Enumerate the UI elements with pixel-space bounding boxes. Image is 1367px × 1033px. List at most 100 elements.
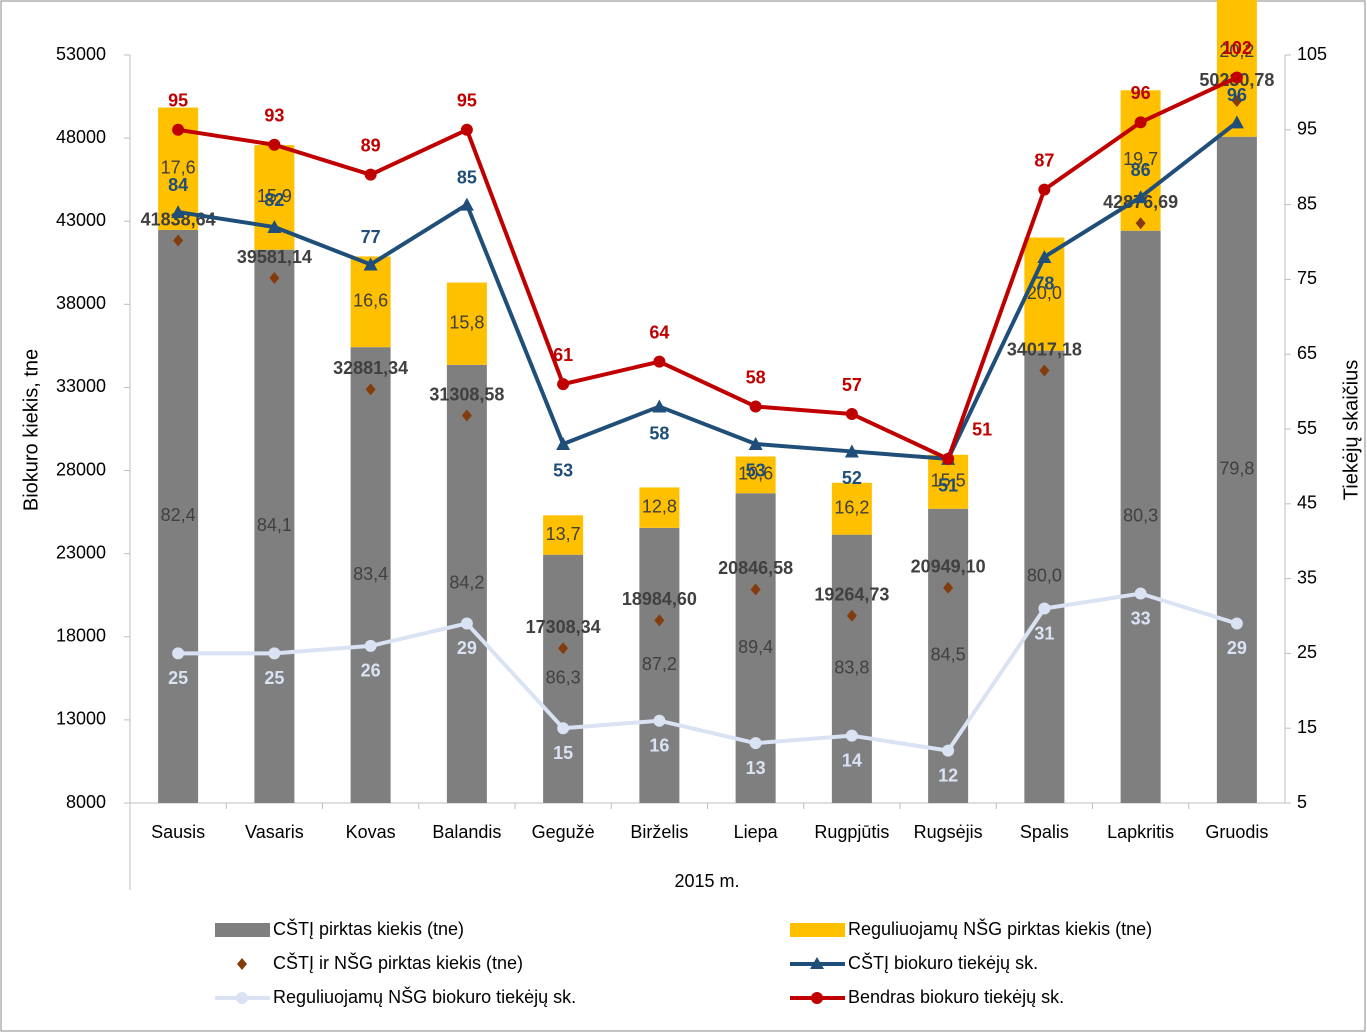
y2-tick-label: 85: [1297, 193, 1317, 213]
point: [267, 220, 282, 234]
bar-segment: [1120, 230, 1161, 803]
value-label: 51: [972, 420, 992, 440]
total-label: 34017,18: [1007, 339, 1082, 359]
point: [653, 355, 666, 368]
percent-label: 15,5: [931, 471, 966, 491]
x-tick-label: Gruodis: [1205, 822, 1268, 842]
percent-label: 80,3: [1123, 506, 1158, 526]
percent-label: 82,4: [161, 505, 196, 525]
y2-tick-label: 95: [1297, 119, 1317, 139]
point: [268, 138, 281, 151]
point: [654, 614, 665, 627]
y2-tick-label: 105: [1297, 44, 1327, 64]
point: [1038, 183, 1051, 196]
point: [1039, 364, 1050, 377]
point: [461, 409, 472, 422]
point: [749, 400, 762, 413]
bar-segment: [735, 456, 776, 494]
value-label: 57: [842, 375, 862, 395]
point: [1134, 587, 1147, 600]
value-label: 25: [168, 668, 188, 688]
value-label: 52: [842, 468, 862, 488]
x-tick-label: Spalis: [1020, 822, 1069, 842]
x-tick-label: Rugpjūtis: [814, 822, 889, 842]
total-label: 39581,14: [237, 247, 312, 267]
legend-label: CŠTĮ ir NŠG pirktas kiekis (tne): [273, 952, 523, 973]
point: [172, 123, 185, 136]
point: [459, 197, 474, 211]
point: [1135, 217, 1146, 230]
value-label: 95: [168, 91, 188, 111]
point: [173, 234, 184, 247]
bar-segment: [350, 256, 391, 348]
y-axis-title: Biokuro kiekis, tne: [20, 349, 42, 511]
legend-label: Reguliuojamų NŠG biokuro tiekėjų sk.: [273, 986, 576, 1007]
value-label: 84: [168, 175, 188, 195]
point: [1134, 116, 1147, 129]
legend-marker: [237, 958, 247, 970]
line: [177, 120, 1239, 461]
value-label: 15: [553, 743, 573, 763]
percent-label: 15,8: [449, 312, 484, 332]
point: [942, 452, 955, 465]
point: [845, 729, 858, 742]
bar-segment: [446, 364, 487, 803]
percent-label: 79,8: [1219, 459, 1254, 479]
point: [748, 436, 763, 450]
point: [1230, 617, 1243, 630]
y-tick-label: 18000: [56, 626, 106, 646]
percent-label: 19,7: [1123, 149, 1158, 169]
point: [1038, 602, 1051, 615]
y2-axis-title: Tiekėjų skaičius: [1340, 360, 1362, 500]
total-label: 17308,34: [526, 617, 601, 637]
y-tick-label: 28000: [56, 459, 106, 479]
point: [268, 647, 281, 660]
value-label: 77: [361, 227, 381, 247]
bar-segment: [735, 493, 776, 803]
value-label: 16: [649, 735, 669, 755]
bar-segment: [639, 527, 680, 803]
percent-label: 10,6: [738, 464, 773, 484]
point: [1037, 249, 1052, 263]
legend-label: CŠTĮ pirktas kiekis (tne): [273, 918, 464, 939]
point: [460, 617, 473, 630]
value-label: 29: [457, 638, 477, 658]
y-tick-label: 43000: [56, 210, 106, 230]
point: [943, 581, 954, 594]
point: [364, 168, 377, 181]
legend-swatch: [790, 923, 845, 937]
percent-label: 84,2: [449, 573, 484, 593]
bar-segment: [831, 482, 872, 535]
y-tick-label: 13000: [56, 709, 106, 729]
x-tick-label: Vasaris: [245, 822, 304, 842]
bar-segment: [1216, 136, 1257, 803]
value-label: 82: [264, 190, 284, 210]
y-tick-label: 23000: [56, 542, 106, 562]
percent-label: 87,2: [642, 654, 677, 674]
point: [845, 408, 858, 421]
bar-segment: [254, 249, 295, 803]
y2-tick-label: 5: [1297, 792, 1307, 812]
point: [171, 205, 186, 219]
x-tick-label: Rugsėjis: [914, 822, 983, 842]
y2-tick-label: 15: [1297, 717, 1317, 737]
legend-swatch: [215, 923, 270, 937]
point: [1229, 115, 1244, 129]
percent-label: 13,7: [546, 524, 581, 544]
percent-label: 83,4: [353, 564, 388, 584]
value-label: 86: [1131, 160, 1151, 180]
value-label: 61: [553, 345, 573, 365]
point: [172, 647, 185, 660]
value-label: 58: [649, 423, 669, 443]
percent-label: 80,0: [1027, 566, 1062, 586]
y2-tick-label: 45: [1297, 493, 1317, 513]
x-tick-label: Lapkritis: [1107, 822, 1174, 842]
y-tick-label: 33000: [56, 376, 106, 396]
point: [749, 737, 762, 750]
point: [844, 444, 859, 458]
point: [365, 383, 376, 396]
value-label: 25: [264, 668, 284, 688]
percent-label: 20,0: [1027, 283, 1062, 303]
percent-label: 16,2: [834, 497, 869, 517]
value-label: 64: [649, 322, 669, 342]
